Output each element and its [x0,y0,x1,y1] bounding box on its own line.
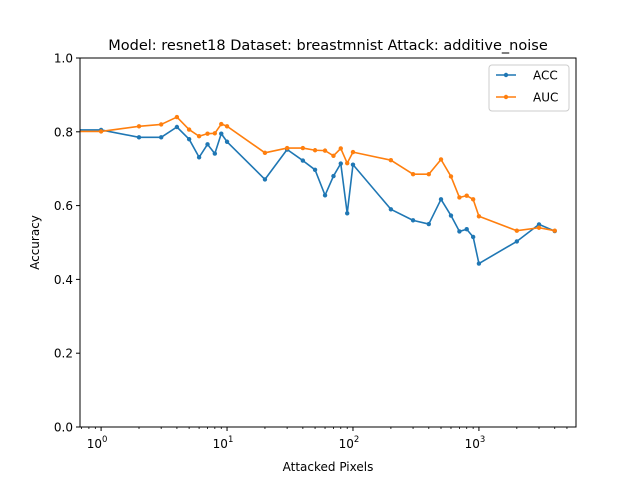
data-point-auc [345,160,350,166]
legend-label-acc: ACC [533,69,558,83]
y-tick-label: 0.4 [54,273,73,287]
data-point-acc [476,261,482,266]
data-point-acc [224,139,230,144]
legend-label-auc: AUC [533,91,558,105]
y-tick-label: 0.8 [54,125,73,139]
data-point-auc [300,145,306,151]
data-point-acc [158,135,164,140]
data-point-acc [388,207,394,212]
data-point-auc [136,124,142,129]
data-point-acc [410,218,416,223]
data-point-acc [219,131,224,136]
x-tick-label-exponent: 3 [480,435,485,445]
data-point-acc [470,234,476,240]
data-point-acc [212,151,218,156]
x-tick-label-exponent: 1 [228,435,233,445]
y-tick-label: 0.0 [54,421,73,435]
legend-marker-auc [503,94,509,100]
x-tick-label-exponent: 2 [354,435,359,445]
legend-frame [488,64,570,112]
data-point-auc [388,158,394,163]
legend: ACC AUC [488,64,570,112]
x-axis-label: Attacked Pixels [283,460,374,474]
y-tick-label: 0.2 [54,347,73,361]
data-point-auc [284,145,290,151]
data-point-acc [464,227,469,232]
legend-marker-acc [503,72,509,78]
plot-markers [98,114,557,266]
data-point-auc [350,149,356,155]
data-point-acc [426,221,431,227]
data-point-auc [448,174,454,179]
data-point-acc [350,162,356,167]
data-point-auc [464,193,469,198]
data-point-auc [312,148,318,153]
data-point-acc [322,193,328,198]
x-tick-label: 103 [465,435,486,451]
data-point-acc [536,222,542,227]
x-tick-label: 100 [87,435,108,451]
y-axis-label: Accuracy [28,215,42,270]
data-point-acc [331,173,336,179]
x-tick-label-base: 10 [339,437,354,451]
data-point-auc [410,172,416,177]
x-tick-label-base: 10 [87,437,102,451]
x-tick-label: 101 [213,435,234,451]
data-point-acc [300,158,306,163]
data-point-auc [536,225,542,230]
x-tick-label-exponent: 0 [102,435,107,445]
y-tick-label: 1.0 [54,52,73,66]
data-point-auc [212,131,218,136]
data-point-acc [312,167,318,173]
data-point-acc [136,135,142,140]
data-point-auc [224,124,230,129]
data-point-acc [205,142,210,147]
y-axis-ticks: 0.0 0.2 0.4 0.6 0.8 1.0 [54,52,80,435]
data-point-auc [338,146,343,151]
data-point-auc [552,228,557,233]
data-point-auc [331,153,336,158]
x-axis-ticks: 100 101 102 103 [81,427,568,451]
data-point-auc [438,157,444,162]
data-point-acc [338,161,343,166]
data-point-auc [219,121,224,127]
data-point-auc [98,129,104,134]
data-point-acc [262,177,268,182]
data-point-auc [174,114,180,120]
data-point-acc [186,136,192,142]
data-point-acc [457,229,462,234]
data-point-auc [476,214,482,219]
data-point-auc [457,195,462,200]
data-point-acc [438,197,444,202]
data-point-acc [345,211,350,216]
data-point-auc [186,127,192,132]
data-point-auc [158,122,164,127]
chart-title: Model: resnet18 Dataset: breastmnist Att… [108,38,548,54]
data-point-auc [205,131,210,136]
data-point-auc [196,134,202,139]
data-point-acc [196,155,202,160]
data-point-auc [514,228,520,233]
x-tick-label: 102 [339,435,360,451]
plot-frame [79,57,577,428]
x-tick-label-base: 10 [465,437,480,451]
data-point-auc [426,172,431,177]
data-point-acc [514,239,520,244]
data-point-auc [262,150,268,156]
data-point-auc [470,197,476,202]
data-point-acc [174,124,180,130]
x-tick-label-base: 10 [213,437,228,451]
data-point-auc [322,148,328,153]
y-tick-label: 0.6 [54,199,73,213]
data-point-acc [448,213,454,218]
